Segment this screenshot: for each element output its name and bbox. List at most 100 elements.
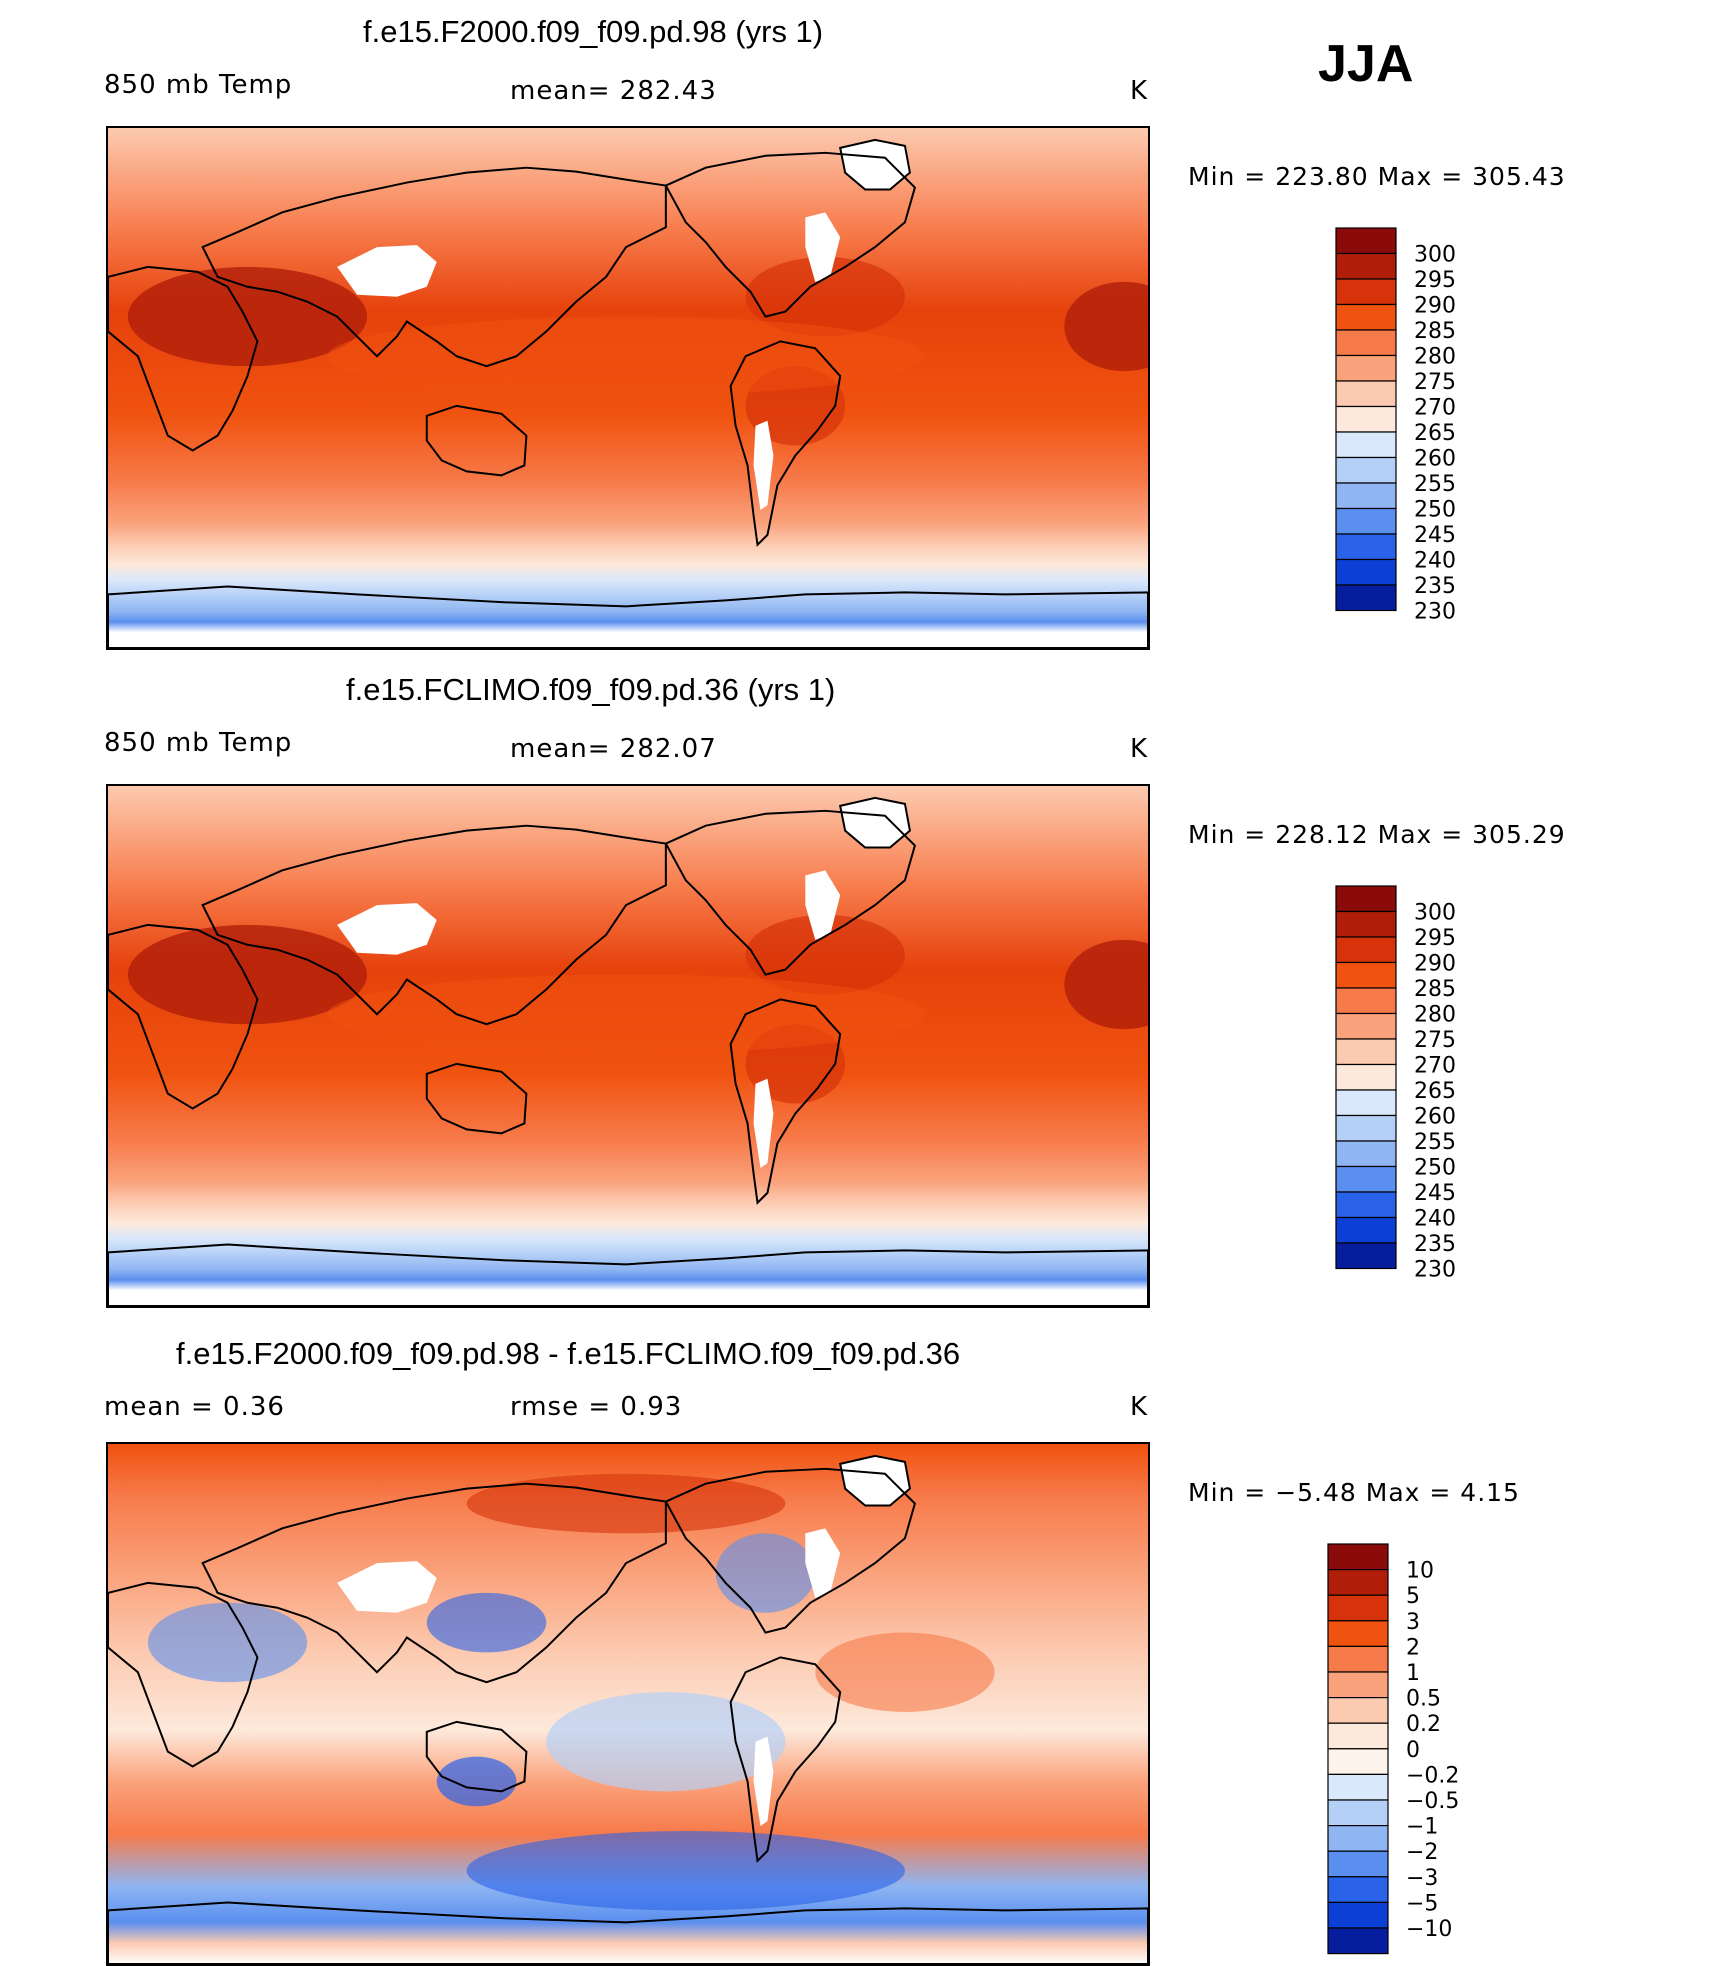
colorbar-level-label: 230 xyxy=(1414,1258,1456,1283)
map-missing-data xyxy=(805,212,841,282)
map-coastline xyxy=(201,824,667,1026)
map-missing-data xyxy=(753,1736,774,1827)
map-missing-data xyxy=(337,245,437,297)
colorbar-level-label: 290 xyxy=(1414,294,1456,319)
map-field-region xyxy=(147,1602,308,1683)
colorbar-swatch xyxy=(1335,1165,1397,1193)
map-missing-data xyxy=(840,797,910,848)
colorbar-swatch xyxy=(1335,252,1397,280)
map-coastline xyxy=(425,404,528,477)
map-coastline xyxy=(839,138,912,191)
colorbar-svg-1: 3002952902852802752702652602552502452402… xyxy=(1335,227,1456,625)
panel1-minmax: Min = 223.80 Max = 305.43 xyxy=(1188,162,1566,191)
colorbar-level-label: 235 xyxy=(1414,574,1456,599)
colorbar-swatch xyxy=(1335,936,1397,964)
colorbar-swatch xyxy=(1327,1645,1389,1673)
colorbar-level-label: 265 xyxy=(1414,421,1456,446)
colorbar-swatch xyxy=(1335,1242,1397,1270)
colorbar-level-label: 285 xyxy=(1414,977,1456,1002)
panel3-title: f.e15.F2000.f09_f09.pd.98 - f.e15.FCLIMO… xyxy=(176,1336,961,1371)
colorbar-swatch xyxy=(1335,329,1397,357)
panel1-units-label: K xyxy=(1130,76,1149,106)
map-field-region xyxy=(815,1632,995,1712)
map-coastline xyxy=(108,265,259,452)
colorbar-level-label: 10 xyxy=(1406,1559,1434,1584)
colorbar-level-label: −0.2 xyxy=(1406,1763,1459,1788)
map-coastline xyxy=(729,1656,842,1863)
map-missing-data xyxy=(337,1561,437,1613)
map-field-region xyxy=(546,1692,786,1792)
map-field-region xyxy=(127,924,368,1025)
colorbar-level-label: 270 xyxy=(1414,396,1456,421)
colorbar-swatch xyxy=(1335,533,1397,561)
colorbar-level-label: 245 xyxy=(1414,523,1456,548)
panel2-variable-label: 850 mb Temp xyxy=(104,728,293,758)
map-field-region xyxy=(466,1831,905,1911)
panel2-minmax: Min = 228.12 Max = 305.29 xyxy=(1188,820,1566,849)
colorbar-swatch xyxy=(1327,1773,1389,1801)
panel1-mean-label: mean= 282.43 xyxy=(510,76,717,106)
colorbar-level-label: 255 xyxy=(1414,1130,1456,1155)
map-field-region xyxy=(715,1533,816,1613)
panel1-colorbar: 300 295 290 285 280 275 270 265 260 255 250 245 240 2… xyxy=(1335,227,1516,625)
map-coastline xyxy=(839,796,912,849)
map-coastline xyxy=(108,1243,1148,1306)
colorbar-swatch xyxy=(1335,380,1397,408)
colorbar-swatch xyxy=(1327,1876,1389,1903)
colorbar-swatch xyxy=(1335,961,1397,989)
colorbar-level-label: 260 xyxy=(1414,1105,1456,1130)
colorbar-level-label: 250 xyxy=(1414,1156,1456,1181)
colorbar-swatch xyxy=(1335,987,1397,1015)
colorbar-level-label: 300 xyxy=(1414,243,1456,268)
map-coastline xyxy=(729,340,842,547)
colorbar-level-label: 2 xyxy=(1406,1635,1420,1660)
colorbar-swatch xyxy=(1335,910,1397,938)
colorbar-level-label: 275 xyxy=(1414,370,1456,395)
colorbar-swatch xyxy=(1327,1901,1389,1929)
colorbar-swatch xyxy=(1335,1012,1397,1040)
colorbar-swatch xyxy=(1335,1114,1397,1142)
colorbar-swatch xyxy=(1335,558,1397,586)
colorbar-swatch xyxy=(1335,482,1397,510)
colorbar-level-label: 240 xyxy=(1414,549,1456,574)
colorbar-level-label: 275 xyxy=(1414,1028,1456,1053)
colorbar-swatch xyxy=(1327,1722,1389,1750)
colorbar-level-label: 285 xyxy=(1414,319,1456,344)
map-coastline xyxy=(664,809,917,976)
colorbar-swatch xyxy=(1335,354,1397,382)
map-coastline xyxy=(664,1467,917,1634)
colorbar-level-label: 295 xyxy=(1414,268,1456,293)
colorbar-swatch xyxy=(1335,278,1397,306)
colorbar-level-label: 255 xyxy=(1414,472,1456,497)
colorbar-swatch xyxy=(1335,405,1397,433)
colorbar-swatch xyxy=(1327,1543,1389,1571)
colorbar-level-label: 250 xyxy=(1414,498,1456,523)
colorbar-swatch xyxy=(1335,1140,1397,1168)
colorbar-swatch xyxy=(1335,431,1397,459)
map-field-region xyxy=(466,1473,786,1534)
colorbar-swatch xyxy=(1327,1569,1389,1596)
map-missing-data xyxy=(337,903,437,955)
colorbar-swatch xyxy=(1335,1216,1397,1244)
colorbar-swatch xyxy=(1327,1748,1389,1776)
colorbar-level-label: −3 xyxy=(1406,1866,1438,1891)
colorbar-level-label: 0.2 xyxy=(1406,1712,1441,1737)
colorbar-swatch xyxy=(1335,584,1397,612)
colorbar-swatch xyxy=(1327,1825,1389,1852)
map-coastline xyxy=(729,998,842,1205)
panel3-minmax: Min = −5.48 Max = 4.15 xyxy=(1188,1478,1520,1507)
panel2-map xyxy=(106,784,1150,1308)
map-field-region xyxy=(745,257,905,337)
colorbar-level-label: 260 xyxy=(1414,447,1456,472)
map-missing-data xyxy=(753,1078,774,1169)
map-missing-data xyxy=(805,870,841,940)
colorbar-swatch xyxy=(1327,1697,1389,1724)
colorbar-swatch xyxy=(1327,1594,1389,1622)
panel3-units-label: K xyxy=(1130,1392,1149,1422)
colorbar-level-label: 235 xyxy=(1414,1232,1456,1257)
colorbar-swatch xyxy=(1335,456,1397,484)
map-field-region xyxy=(436,1756,517,1807)
colorbar-swatch xyxy=(1335,1089,1397,1117)
colorbar-level-label: 240 xyxy=(1414,1207,1456,1232)
